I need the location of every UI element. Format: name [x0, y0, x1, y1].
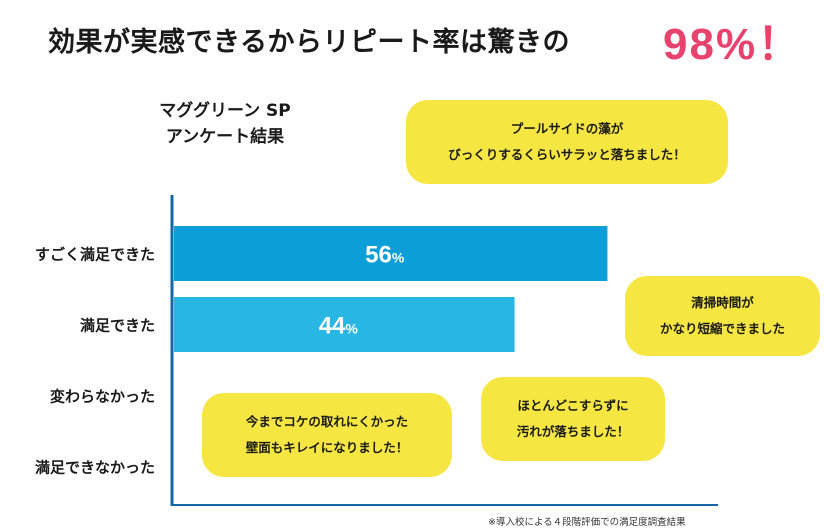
comment-bubble-4: 今までコケの取れにくかった 壁面もキレイになりました！ — [202, 393, 452, 477]
category-label-1: すごく満足できた — [35, 246, 155, 264]
category-label-2: 満足できた — [80, 317, 155, 335]
comment-bubble-3-line1: ほとんどこすらずに — [517, 398, 629, 413]
survey-title: マググリーン SP アンケート結果 — [125, 98, 325, 150]
headline: 効果が実感できるからリピート率は驚きの 98%！ — [48, 8, 818, 69]
comment-bubble-1-line2: びっくりするくらいサラッと落ちました！ — [448, 147, 686, 162]
comment-bubble-1: プールサイドの藻が びっくりするくらいサラッと落ちました！ — [406, 100, 728, 184]
comment-bubble-1-line1: プールサイドの藻が — [510, 121, 624, 136]
category-label-4: 満足できなかった — [35, 459, 155, 477]
bar-value-label-1: 56% — [365, 242, 405, 269]
survey-title-line1: マググリーン SP — [159, 101, 291, 121]
category-label-3: 変わらなかった — [50, 388, 155, 406]
headline-text: 効果が実感できるからリピート率は驚きの — [48, 27, 570, 58]
bar-value-label-2: 44% — [319, 313, 359, 340]
comment-bubble-4-line1: 今までコケの取れにくかった — [245, 414, 409, 429]
comment-bubble-4-line2: 壁面もキレイになりました！ — [245, 440, 409, 455]
footnote: ※導入校による４段階評価での満足度調査結果 — [488, 517, 686, 528]
comment-bubble-3: ほとんどこすらずに 汚れが落ちました！ — [481, 377, 665, 461]
comment-bubble-2-line2: かなり短縮できました — [659, 321, 785, 336]
comment-bubble-2: 清掃時間が かなり短縮できました — [625, 276, 820, 356]
comment-bubble-3-line2: 汚れが落ちました！ — [516, 424, 630, 439]
headline-highlight: 98%！ — [663, 20, 804, 69]
bar-2 — [174, 297, 515, 352]
bar-1 — [174, 226, 608, 281]
survey-title-line2: アンケート結果 — [165, 127, 285, 147]
comment-bubble-2-line1: 清掃時間が — [691, 295, 754, 310]
